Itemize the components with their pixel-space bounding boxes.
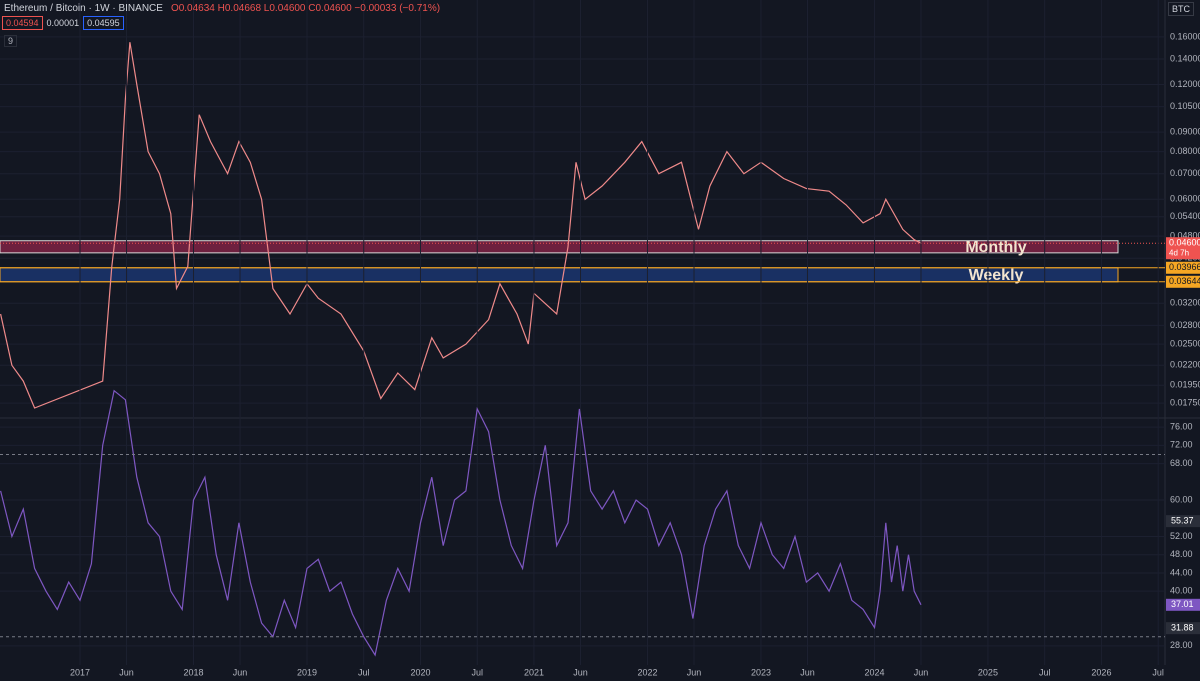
value-badge-label: 37.01 [1171, 599, 1194, 609]
zone [0, 240, 1119, 254]
x-tick-label: 2022 [637, 667, 657, 677]
zone-bound-label: 0.03644 [1169, 276, 1200, 286]
x-tick-label: Jul [358, 667, 370, 677]
x-tick-label: Jul [471, 667, 483, 677]
x-tick-label: 2021 [524, 667, 544, 677]
quote-row: 0.04594 0.00001 0.04595 [2, 16, 124, 30]
y-tick-label: 0.02500 [1170, 339, 1200, 349]
ohlc: O0.04634 H0.04668 L0.04600 C0.04600 −0.0… [170, 3, 441, 14]
series-line [0, 389, 922, 657]
value-badge-label: 31.88 [1171, 623, 1194, 633]
price-badge [1166, 237, 1200, 260]
y-tick-label: 72.00 [1170, 440, 1193, 450]
x-tick-label: Jun [687, 667, 702, 677]
y-tick-label: 0.02800 [1170, 320, 1200, 330]
value-badge-label: 55.37 [1171, 516, 1194, 526]
value-badge [1166, 622, 1200, 635]
x-tick-label: 2017 [70, 667, 90, 677]
y-tick-label: 0.06000 [1170, 194, 1200, 204]
x-tick-label: 2020 [410, 667, 430, 677]
currency[interactable]: BTC [1168, 2, 1194, 16]
y-tick-label: 0.07000 [1170, 168, 1200, 178]
y-tick-label: 0.01950 [1170, 380, 1200, 390]
series-line [0, 42, 922, 409]
x-tick-label: Jun [119, 667, 134, 677]
y-tick-label: 76.00 [1170, 421, 1193, 431]
x-tick-label: 2024 [864, 667, 884, 677]
zone-label: Monthly [965, 239, 1026, 256]
indicator-count[interactable]: 9 [4, 35, 18, 47]
x-tick-label: Jun [914, 667, 929, 677]
y-tick-label: 0.04800 [1170, 231, 1200, 241]
x-tick-label: Jul [1152, 667, 1164, 677]
y-tick-label: 0.10500 [1170, 101, 1200, 111]
y-tick-label: 0.02200 [1170, 360, 1200, 370]
y-tick-label: 0.09000 [1170, 127, 1200, 137]
symbol[interactable]: Ethereum / Bitcoin · 1W · BINANCE [4, 3, 163, 14]
x-tick-label: 2019 [297, 667, 317, 677]
y-tick-label: 40.00 [1170, 586, 1193, 596]
price-badge [1166, 275, 1200, 288]
x-tick-label: Jun [573, 667, 588, 677]
value-badge [1166, 515, 1200, 528]
y-tick-label: 0.01750 [1170, 398, 1200, 408]
y-tick-label: 28.00 [1170, 640, 1193, 650]
y-tick-label: 0.08000 [1170, 146, 1200, 156]
spread: 0.00001 [46, 18, 80, 28]
y-tick-label: 0.16000 [1170, 31, 1200, 41]
x-tick-label: Jun [800, 667, 815, 677]
x-tick-label: Jun [233, 667, 248, 677]
last-price: 0.04600 [1169, 238, 1200, 248]
y-tick-label: 52.00 [1170, 531, 1193, 541]
price-badge [1166, 261, 1200, 274]
y-tick-label: 60.00 [1170, 494, 1193, 504]
x-tick-label: 2025 [978, 667, 998, 677]
zone [0, 267, 1119, 283]
y-tick-label: 0.03200 [1170, 298, 1200, 308]
y-tick-label: 0.14000 [1170, 53, 1200, 63]
x-tick-label: 2026 [1091, 667, 1111, 677]
bid[interactable]: 0.04594 [2, 16, 43, 30]
zone-bound-label: 0.03966 [1169, 262, 1200, 272]
zone-label: Weekly [969, 267, 1024, 284]
y-tick-label: 68.00 [1170, 458, 1193, 468]
y-tick-label: 0.12000 [1170, 79, 1200, 89]
legend-header: Ethereum / Bitcoin · 1W · BINANCE O0.046… [4, 3, 440, 14]
value-badge [1166, 598, 1200, 611]
x-tick-label: 2018 [183, 667, 203, 677]
y-tick-label: 44.00 [1170, 567, 1193, 577]
ask[interactable]: 0.04595 [83, 16, 124, 30]
countdown: 4d 7h [1169, 248, 1189, 257]
y-tick-label: 0.05400 [1170, 211, 1200, 221]
y-tick-label: 48.00 [1170, 549, 1193, 559]
x-tick-label: 2023 [751, 667, 771, 677]
x-tick-label: Jul [1039, 667, 1051, 677]
